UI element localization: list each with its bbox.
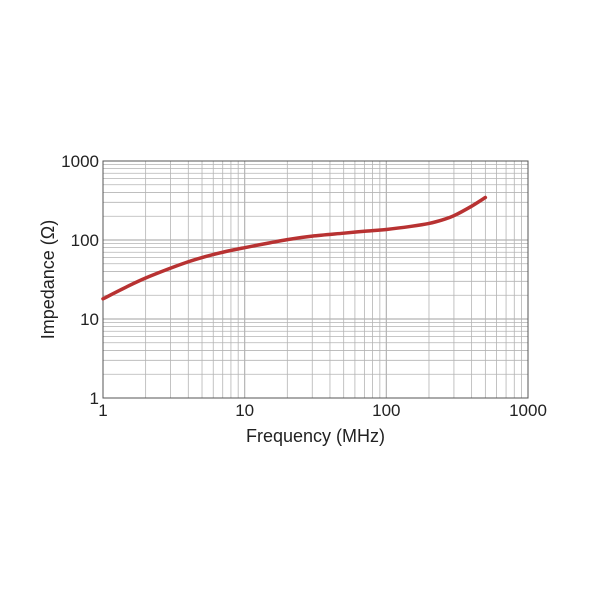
grid-major-lines (103, 161, 528, 398)
y-tick-label: 100 (71, 231, 99, 250)
x-tick-label: 10 (235, 401, 254, 420)
y-tick-label: 1000 (61, 152, 99, 171)
y-tick-label: 10 (80, 310, 99, 329)
y-axis-title: Impedance (Ω) (38, 220, 58, 340)
x-axis-title: Frequency (MHz) (246, 426, 385, 446)
series-layer (101, 195, 488, 301)
x-tick-labels: 1 10 100 1000 (98, 401, 547, 420)
grid-minor-lines (103, 161, 528, 398)
x-tick-label: 1 (98, 401, 107, 420)
x-tick-label: 100 (372, 401, 400, 420)
y-tick-labels: 1 10 100 1000 (61, 152, 99, 408)
impedance-series-line (101, 195, 488, 301)
y-tick-label: 1 (90, 389, 99, 408)
plot-frame (102, 160, 529, 399)
x-tick-label: 1000 (509, 401, 547, 420)
